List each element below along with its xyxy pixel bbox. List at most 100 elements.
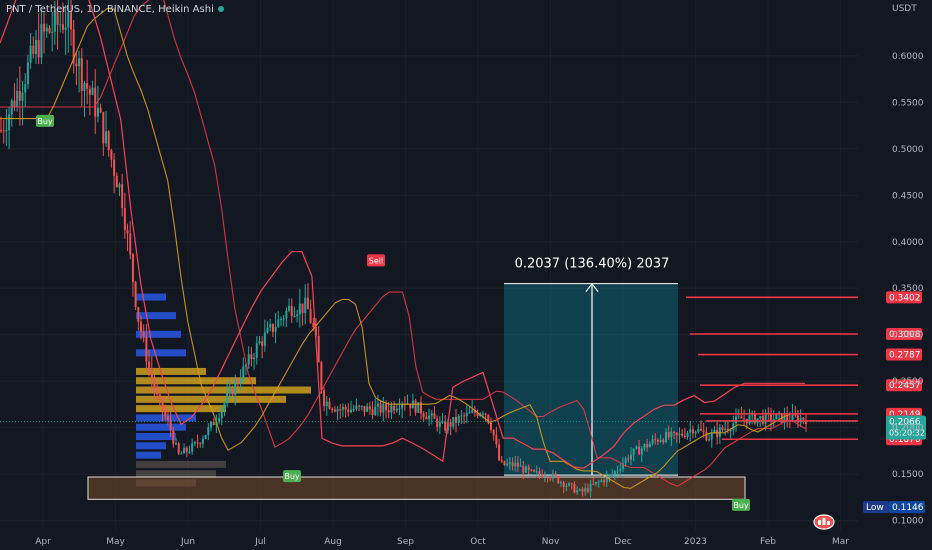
candle-body: [444, 421, 447, 431]
candle-body: [16, 90, 19, 108]
candle-body: [659, 439, 662, 442]
candle-body: [236, 381, 239, 384]
candle-body: [290, 305, 293, 317]
candle-body: [210, 422, 212, 428]
y-tick-label: 0.3000: [892, 331, 924, 341]
candle-body: [158, 394, 161, 398]
candle-body: [732, 423, 735, 431]
candle-body: [317, 335, 320, 363]
candle-body: [764, 412, 767, 424]
candle-body: [180, 453, 183, 455]
price-level-label: 0.2149: [889, 410, 921, 420]
chart-title[interactable]: PNT / TetherUS, 1D, BINANCE, Heikin Ashi: [6, 4, 224, 15]
candle-body: [306, 297, 309, 310]
candle-body: [551, 473, 554, 479]
candle-body: [88, 88, 91, 95]
candle-body: [527, 466, 530, 470]
candle-body: [770, 413, 772, 422]
candle-body: [713, 430, 716, 434]
candle-body: [242, 366, 245, 381]
candle-body: [368, 406, 371, 410]
candle-body: [608, 474, 611, 476]
candle-body: [32, 45, 35, 54]
x-tick-label: Nov: [542, 537, 560, 547]
y-tick-label: 0.5500: [892, 98, 924, 108]
volume-profile-bar: [136, 367, 206, 375]
candle-body: [347, 409, 350, 413]
volume-profile-bar: [136, 330, 181, 338]
candle-body: [80, 58, 83, 91]
signal-buy: Buy: [283, 470, 301, 483]
candle-body: [667, 432, 670, 438]
candle-body: [341, 407, 344, 410]
volume-profile-bar: [136, 293, 166, 301]
candle-body: [570, 483, 573, 485]
candle-body: [126, 230, 129, 234]
candle-body: [274, 327, 277, 332]
candle-body: [514, 462, 517, 467]
measure-tool[interactable]: 0.2037 (136.40%) 2037: [504, 257, 678, 476]
candle-body: [285, 310, 288, 319]
candle-body: [325, 401, 328, 407]
x-tick-label: 2023: [684, 537, 707, 547]
candle-body: [390, 405, 393, 413]
volume-profile-bar: [136, 470, 216, 478]
candle-body: [721, 427, 724, 430]
candle-body: [228, 387, 231, 394]
candle-body: [568, 483, 571, 486]
candle-body: [775, 414, 778, 420]
signal-label: Sell: [369, 256, 383, 265]
candle-body: [245, 364, 247, 367]
signal-label: Buy: [284, 472, 300, 481]
candle-body: [183, 447, 186, 454]
candle-body: [320, 362, 323, 391]
candle-body: [371, 409, 374, 416]
candle-body: [51, 31, 54, 33]
candle-body: [538, 471, 541, 475]
price-levels: 0.34020.30080.27870.24570.21490.20730.18…: [0, 291, 926, 514]
tradingview-logo-icon[interactable]: [813, 514, 835, 530]
candle-body: [449, 421, 452, 427]
price-level-label: 0.2787: [889, 351, 921, 361]
candle-body: [350, 409, 352, 413]
candle-body: [137, 307, 140, 322]
time-axis[interactable]: Apr May Jun Jul Aug Sep Oct Nov Dec 2023 Feb Mar: [35, 537, 849, 547]
candle-body: [549, 478, 552, 480]
candle-body: [156, 392, 159, 395]
candle-body: [638, 446, 641, 455]
measure-arrow-head: [585, 282, 599, 292]
candle-body: [339, 409, 342, 411]
candle-body: [172, 430, 175, 444]
candle-body: [541, 474, 544, 478]
ma-line-fast: [0, 7, 805, 489]
x-tick-label: Mar: [832, 537, 849, 547]
candle-body: [786, 415, 789, 421]
volume-profile-bar: [136, 414, 196, 422]
candle-body: [96, 107, 99, 117]
candle-body: [83, 83, 86, 91]
low-value-label: 0.1146: [892, 503, 924, 513]
candle-body: [164, 411, 167, 416]
indicator-lines: [0, 0, 806, 489]
candle-body: [743, 418, 746, 420]
candle-body: [597, 481, 600, 483]
candle-body: [428, 415, 431, 420]
candle-body: [129, 233, 132, 255]
candle-body: [48, 27, 51, 33]
candle-body: [376, 403, 379, 407]
candle-body: [543, 477, 546, 479]
candle-body: [110, 150, 113, 160]
candle-body: [651, 439, 654, 444]
candle-body: [53, 10, 56, 32]
candle-body: [5, 130, 8, 132]
candle-body: [759, 416, 762, 419]
price-level-tag: [886, 291, 922, 304]
signals: Buy Sell Buy Buy: [36, 114, 750, 511]
candle-body: [724, 428, 727, 430]
price-axis[interactable]: 0.1000 0.1500 0.2000 0.2500 0.3000 0.3500 0.40…: [892, 52, 924, 527]
candle-body: [59, 24, 62, 26]
candle-body: [581, 489, 584, 492]
candle-body: [113, 159, 116, 176]
candle-body: [37, 40, 40, 58]
